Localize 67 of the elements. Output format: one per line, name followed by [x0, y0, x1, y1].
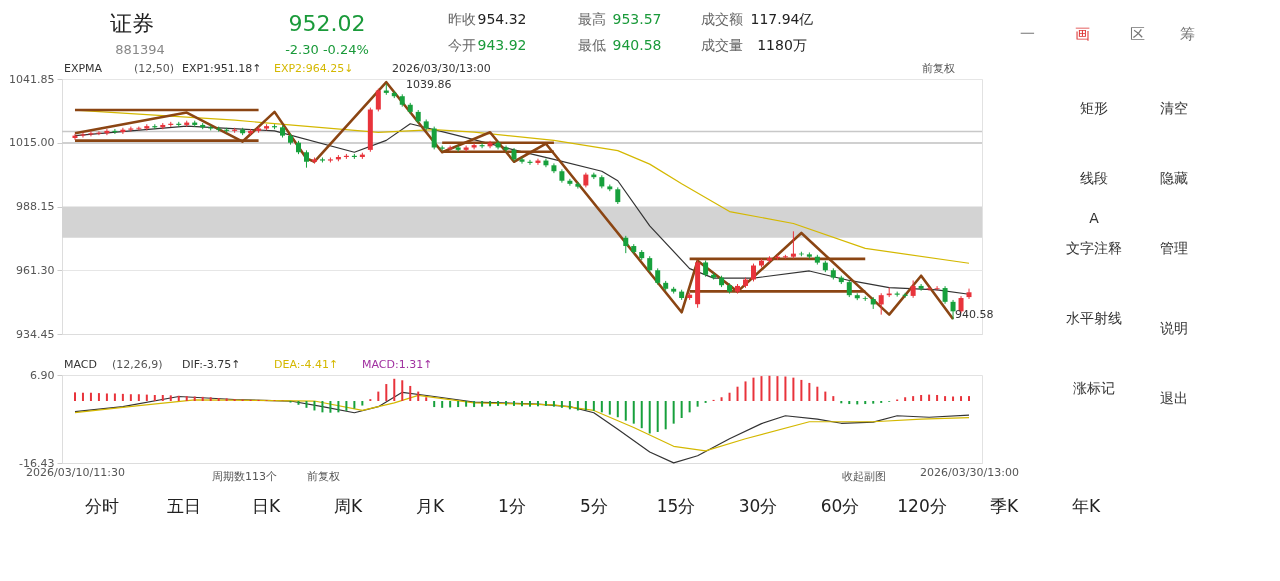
y-tick-label: 6.90 — [30, 368, 55, 382]
text: 文字注释 — [1066, 240, 1122, 256]
y-tick-label: 1015.00 — [9, 136, 55, 150]
text: EXP2:964.25↓ — [274, 62, 354, 75]
text: 隐藏 — [1160, 170, 1188, 186]
text: 画 — [1074, 25, 1090, 43]
text: 涨标记 — [1073, 380, 1115, 396]
text: 管理 — [1160, 240, 1188, 256]
y-tick-label: 988.15 — [16, 200, 55, 213]
text: 日K — [251, 496, 281, 516]
y-tick-label: 1041.85 — [9, 72, 55, 86]
annotation: 1039.86 — [406, 78, 452, 91]
text: 881394 — [115, 42, 165, 57]
text: 分时 — [85, 496, 119, 516]
text: 线段 — [1080, 170, 1108, 186]
text: 120分 — [897, 496, 947, 516]
text: 水平射线 — [1066, 310, 1122, 326]
text: 前复权 — [922, 62, 955, 75]
text: 月K — [415, 496, 445, 516]
text: 证券 — [110, 11, 154, 36]
text: 说明 — [1160, 320, 1188, 336]
text: 成交额 — [701, 11, 743, 27]
text: 季K — [989, 496, 1019, 516]
text: 940.58 — [612, 37, 662, 53]
text: 953.57 — [612, 11, 662, 27]
text: (12,26,9) — [112, 358, 163, 371]
text: A — [1089, 210, 1100, 226]
text: 区 — [1129, 25, 1145, 43]
y-tick-label: 934.45 — [16, 327, 55, 341]
text: 117.94亿 — [750, 11, 814, 27]
text: 筹 — [1179, 25, 1195, 43]
text: 最低 — [578, 37, 606, 53]
text: DIF:-3.75↑ — [182, 358, 241, 371]
text: EXP1:951.18↑ — [182, 62, 262, 75]
text: 30分 — [738, 496, 778, 516]
text: 1分 — [498, 496, 526, 516]
text: 今开 — [448, 37, 476, 53]
text: 60分 — [820, 496, 860, 516]
text: 年K — [1071, 496, 1101, 516]
text: 最高 — [578, 11, 606, 27]
text: -2.30 -0.24% — [285, 42, 369, 57]
text: 周期数113个 — [212, 470, 277, 483]
annotation: 940.58 — [955, 308, 994, 321]
text: 2026/03/30/13:00 — [392, 62, 491, 75]
text: 矩形 — [1080, 100, 1108, 116]
y-tick-label: 961.30 — [16, 263, 55, 277]
text: 五日 — [167, 496, 201, 516]
text: 前复权 — [307, 470, 340, 483]
text: 954.32 — [477, 11, 527, 27]
text: 943.92 — [477, 37, 527, 53]
x-tick-label: 2026/03/10/11:30 — [26, 465, 125, 479]
text: 1180万 — [757, 37, 807, 53]
text: 5分 — [580, 496, 608, 516]
text: 952.02 — [288, 11, 366, 36]
text: EXPMA — [64, 62, 103, 75]
text: 清空 — [1160, 100, 1188, 116]
text: 退出 — [1160, 390, 1188, 406]
text: MACD:1.31↑ — [362, 358, 433, 371]
text: MACD — [64, 358, 97, 371]
text: 成交量 — [701, 37, 743, 53]
text: 一 — [1019, 25, 1035, 43]
text: 昨收 — [448, 11, 476, 27]
text: DEA:-4.41↑ — [274, 358, 339, 371]
text: 收起副图 — [842, 470, 886, 483]
text: 周K — [333, 496, 363, 516]
text: (12,50) — [134, 62, 175, 75]
text: 15分 — [656, 496, 696, 516]
